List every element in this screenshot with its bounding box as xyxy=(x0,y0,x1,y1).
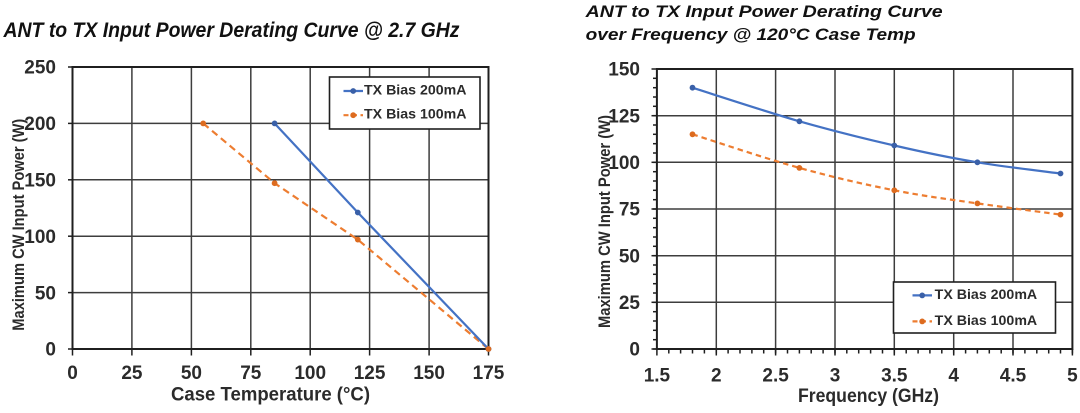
svg-text:125: 125 xyxy=(608,106,640,127)
svg-text:75: 75 xyxy=(619,200,641,221)
svg-text:100: 100 xyxy=(294,363,326,384)
svg-text:100: 100 xyxy=(608,153,640,174)
svg-text:Frequency (GHz): Frequency (GHz) xyxy=(798,386,939,407)
svg-text:75: 75 xyxy=(240,363,262,384)
svg-text:4: 4 xyxy=(948,366,959,387)
svg-text:4.5: 4.5 xyxy=(1000,366,1027,387)
svg-text:150: 150 xyxy=(608,60,640,81)
svg-text:200: 200 xyxy=(24,114,56,135)
svg-text:TX Bias 100mA: TX Bias 100mA xyxy=(935,312,1037,328)
svg-text:TX Bias 100mA: TX Bias 100mA xyxy=(364,106,467,122)
svg-text:50: 50 xyxy=(181,363,202,384)
svg-text:TX Bias 200mA: TX Bias 200mA xyxy=(364,82,467,98)
svg-text:125: 125 xyxy=(354,363,386,384)
svg-text:ANT to TX Input Power Derating: ANT to TX Input Power Derating Curve @ 2… xyxy=(3,19,460,42)
svg-text:50: 50 xyxy=(35,283,56,304)
svg-text:0: 0 xyxy=(67,363,78,384)
svg-text:3: 3 xyxy=(830,366,841,387)
svg-text:150: 150 xyxy=(24,171,56,192)
svg-text:over Frequency @ 120°C Case Te: over Frequency @ 120°C Case Temp xyxy=(586,25,916,44)
svg-text:0: 0 xyxy=(629,340,640,361)
svg-text:ANT to TX Input Power Derating: ANT to TX Input Power Derating Curve xyxy=(585,2,943,21)
svg-text:3.5: 3.5 xyxy=(881,366,908,387)
svg-text:Maximum CW Input Power (W): Maximum CW Input Power (W) xyxy=(595,115,614,328)
svg-text:100: 100 xyxy=(24,227,56,248)
svg-text:1.5: 1.5 xyxy=(644,366,671,387)
svg-text:150: 150 xyxy=(413,363,445,384)
svg-text:25: 25 xyxy=(619,293,641,314)
svg-text:0: 0 xyxy=(45,340,56,361)
svg-text:2: 2 xyxy=(711,366,722,387)
svg-text:Maximum CW Input Power (W): Maximum CW Input Power (W) xyxy=(9,119,28,331)
svg-text:175: 175 xyxy=(473,363,505,384)
svg-text:250: 250 xyxy=(24,58,56,79)
svg-text:2.5: 2.5 xyxy=(762,366,789,387)
svg-text:Case Temperature (°C): Case Temperature (°C) xyxy=(171,385,370,406)
svg-text:50: 50 xyxy=(619,246,640,267)
svg-text:25: 25 xyxy=(121,363,143,384)
svg-text:TX Bias 200mA: TX Bias 200mA xyxy=(935,286,1037,302)
svg-text:5: 5 xyxy=(1067,366,1078,387)
